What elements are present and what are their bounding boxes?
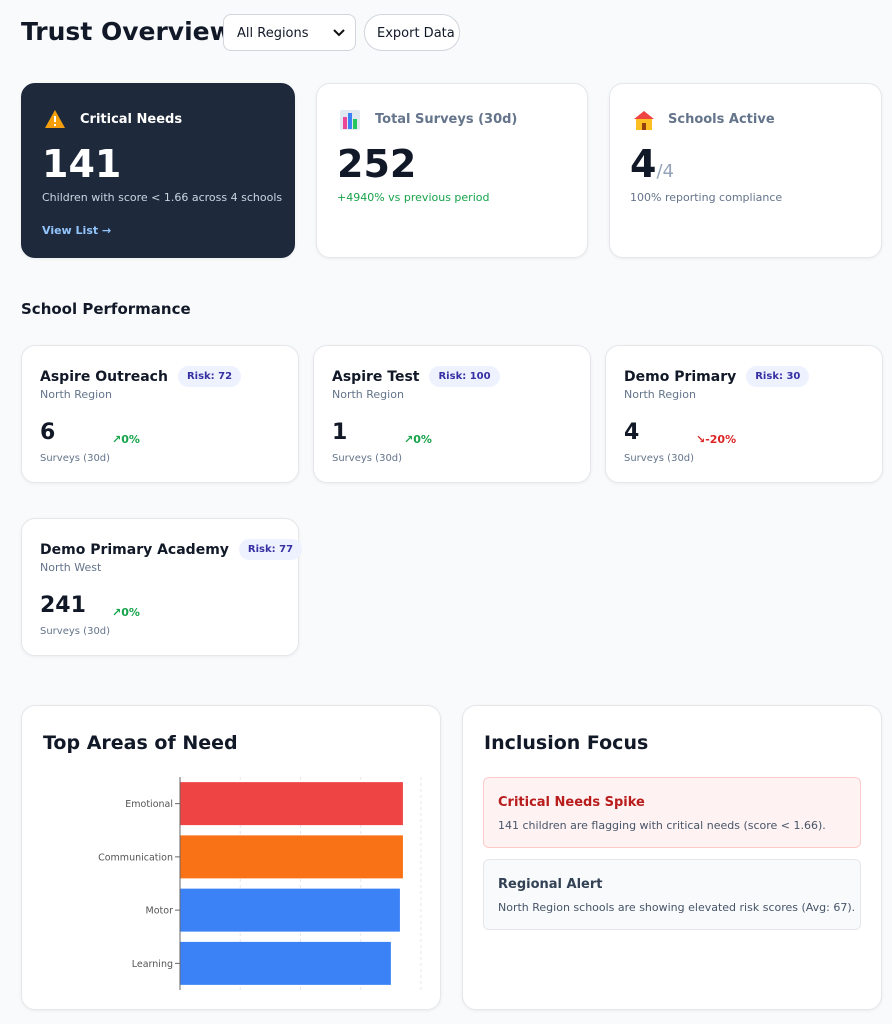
stat-description: 100% reporting compliance	[630, 191, 783, 204]
survey-count: 1	[332, 420, 348, 445]
school-card: Demo Primary Academy Risk: 77 North West 24…	[21, 518, 303, 656]
stat-label: Critical Needs	[80, 112, 183, 127]
chevron	[333, 29, 345, 37]
y-tick-label: Motor	[146, 906, 174, 917]
school-header: Aspire Test Risk: 100	[332, 366, 500, 387]
section-title: School Performance	[21, 300, 191, 318]
school-region: North Region	[332, 388, 404, 401]
survey-count: 6	[40, 420, 56, 445]
school-card: Aspire Outreach Risk: 72 North Region 6 ↗0% S…	[21, 345, 299, 483]
bar	[180, 941, 391, 985]
school-region: North West	[40, 561, 102, 574]
risk-badge: Risk: 77	[238, 539, 303, 560]
survey-label: Surveys (30d)	[40, 626, 111, 637]
export-button-label: Export Data	[377, 26, 455, 41]
stat-label: Schools Active	[668, 112, 775, 127]
alert-message: 141 children are flagging with critical …	[498, 819, 826, 832]
trend: ↗0%	[404, 433, 432, 446]
stat-card: Critical Needs 141 Children with score <…	[21, 83, 295, 258]
y-tick-label: Emotional	[125, 799, 173, 810]
bar	[180, 888, 400, 932]
survey-count: 241	[40, 593, 86, 618]
stat-card: Schools Active 4/4 100% reporting compli…	[609, 83, 882, 258]
risk-badge: Risk: 72	[177, 366, 242, 387]
school-icon	[634, 111, 654, 130]
chart: Emotional Communication Motor Learning	[98, 777, 422, 990]
stat-description: Children with score < 1.66 across 4 scho…	[42, 191, 283, 204]
school-name: Aspire Test	[332, 368, 420, 385]
survey-label: Surveys (30d)	[40, 453, 111, 464]
alert-title: Critical Needs Spike	[498, 795, 645, 810]
inclusion-title: Inclusion Focus	[484, 732, 649, 754]
school-region: North Region	[624, 388, 696, 401]
school-header: Demo Primary Risk: 30	[624, 366, 810, 387]
inclusion-panel: Inclusion Focus Critical Needs Spike 141 …	[462, 705, 882, 1010]
y-tick-label: Learning	[132, 959, 173, 970]
trend: ↘-20%	[696, 433, 737, 446]
school-region: North Region	[40, 388, 112, 401]
school-header: Demo Primary Academy Risk: 77	[40, 539, 303, 560]
region-select[interactable]: All Regions	[223, 14, 356, 51]
chart-icon	[340, 110, 360, 130]
stat-value: 4	[630, 142, 657, 186]
region-select-value: All Regions	[237, 26, 309, 41]
stat-total: /4	[656, 161, 674, 182]
chart-title: Top Areas of Need	[43, 732, 238, 754]
stat-label: Total Surveys (30d)	[375, 112, 518, 127]
school-card: Demo Primary Risk: 30 North Region 4 ↘-20% Su…	[605, 345, 883, 483]
warning-icon	[45, 110, 65, 128]
risk-badge: Risk: 30	[746, 366, 810, 387]
alert: Regional Alert North Region schools are s…	[483, 859, 861, 930]
chart-panel: Top Areas of Need Emotional Communication…	[21, 705, 441, 1010]
survey-label: Surveys (30d)	[624, 453, 695, 464]
bar	[180, 782, 403, 826]
school-name: Demo Primary Academy	[40, 541, 229, 558]
view-list-link[interactable]: View List →	[42, 224, 112, 237]
stat-value-group: 4/4	[630, 142, 674, 186]
bar	[180, 835, 403, 879]
trend: ↗0%	[112, 433, 140, 446]
alert: Critical Needs Spike 141 children are fla…	[483, 777, 861, 848]
stat-value: 141	[42, 142, 122, 186]
page-title: Trust Overview	[21, 17, 233, 46]
stat-card: Total Surveys (30d) 252 +4940% vs previo…	[316, 83, 588, 258]
export-button[interactable]: Export Data	[364, 14, 460, 51]
risk-badge: Risk: 100	[429, 366, 500, 387]
survey-label: Surveys (30d)	[332, 453, 403, 464]
school-name: Aspire Outreach	[40, 368, 168, 385]
survey-count: 4	[624, 420, 640, 445]
stat-value: 252	[337, 142, 417, 186]
school-header: Aspire Outreach Risk: 72	[40, 366, 242, 387]
alert-title: Regional Alert	[498, 877, 603, 892]
stat-change: +4940% vs previous period	[337, 191, 490, 204]
alert-message: North Region schools are showing elevate…	[498, 901, 856, 914]
y-tick-label: Communication	[98, 852, 173, 863]
school-name: Demo Primary	[624, 368, 737, 385]
trend: ↗0%	[112, 606, 140, 619]
school-card: Aspire Test Risk: 100 North Region 1 ↗0% Surv…	[313, 345, 591, 483]
